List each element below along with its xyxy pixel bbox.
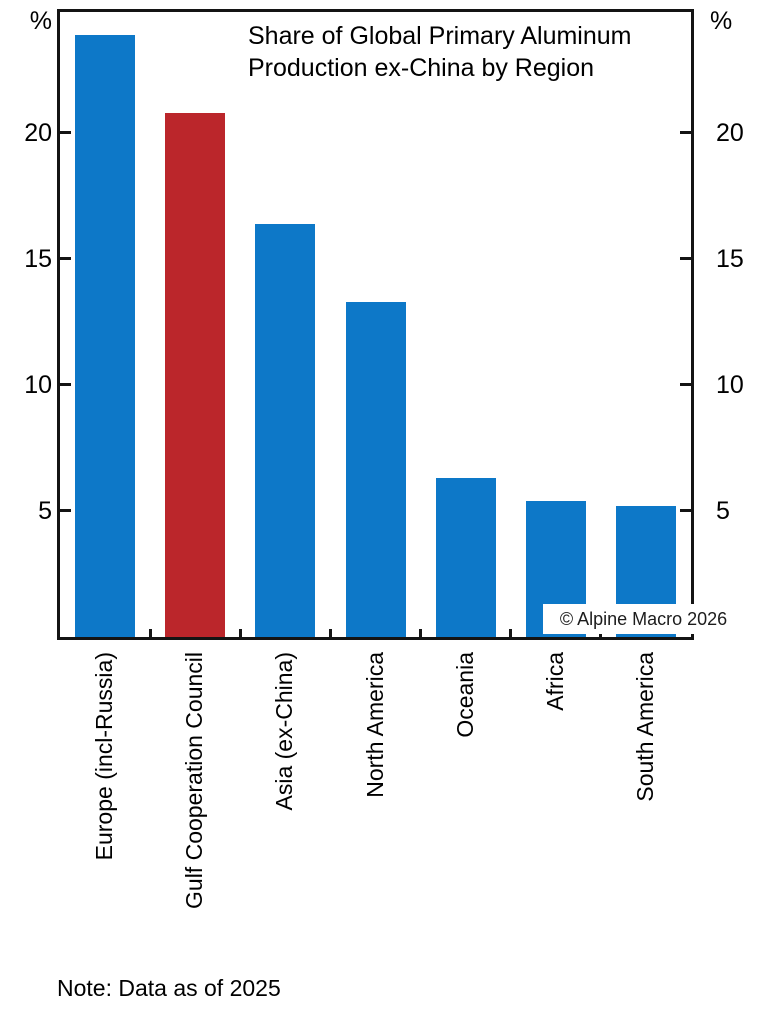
x-axis-tick — [509, 629, 513, 637]
plot-area: © Alpine Macro 2026 — [57, 9, 744, 640]
x-category-label-north-america: North America — [361, 652, 388, 798]
x-category-label-gulf-cooperation-council: Gulf Cooperation Council — [181, 652, 208, 909]
y-axis-tick-right — [680, 383, 691, 387]
y-axis-tick-left — [60, 257, 71, 261]
x-axis-tick — [148, 629, 152, 637]
y-axis-label-right-10: 10 — [716, 370, 744, 399]
chart-title: Share of Global Primary Aluminum Product… — [248, 20, 631, 84]
copyright-label: © Alpine Macro 2026 — [543, 604, 744, 634]
x-axis-tick — [238, 629, 242, 637]
y-axis-label-left-15: 15 — [24, 244, 52, 273]
y-axis-label-right-15: 15 — [716, 244, 744, 273]
y-axis-tick-right — [680, 509, 691, 513]
y-axis-unit-left: % — [29, 7, 52, 35]
bar-asia-ex-china — [255, 223, 316, 637]
y-axis-label-right-5: 5 — [716, 496, 730, 525]
chart-title-line1: Share of Global Primary Aluminum — [248, 22, 632, 50]
bar-gulf-cooperation-council — [165, 112, 226, 637]
y-axis-tick-right — [680, 257, 691, 261]
x-category-label-africa: Africa — [541, 652, 568, 711]
x-axis-tick — [419, 629, 423, 637]
x-category-label-south-america: South America — [631, 652, 658, 802]
x-axis-tick — [328, 629, 332, 637]
y-axis-label-left-20: 20 — [24, 118, 52, 147]
y-axis-tick-left — [60, 509, 71, 513]
bar-north-america — [345, 301, 406, 637]
y-axis-label-left-10: 10 — [24, 370, 52, 399]
footnote: Note: Data as of 2025 — [57, 975, 281, 1001]
y-axis-label-left-5: 5 — [38, 496, 52, 525]
y-axis-unit-right: % — [710, 7, 733, 35]
bar-oceania — [435, 478, 496, 637]
y-axis-tick-left — [60, 131, 71, 135]
bar-europe-incl-russia — [75, 34, 136, 637]
chart-title-line2: Production ex-China by Region — [248, 54, 595, 82]
y-axis-label-right-20: 20 — [716, 118, 744, 147]
x-category-label-oceania: Oceania — [451, 652, 478, 738]
y-axis-tick-right — [680, 131, 691, 135]
y-axis-tick-left — [60, 383, 71, 387]
x-category-label-europe-incl-russia: Europe (incl-Russia) — [91, 652, 118, 861]
x-category-label-asia-ex-china: Asia (ex-China) — [271, 652, 298, 811]
